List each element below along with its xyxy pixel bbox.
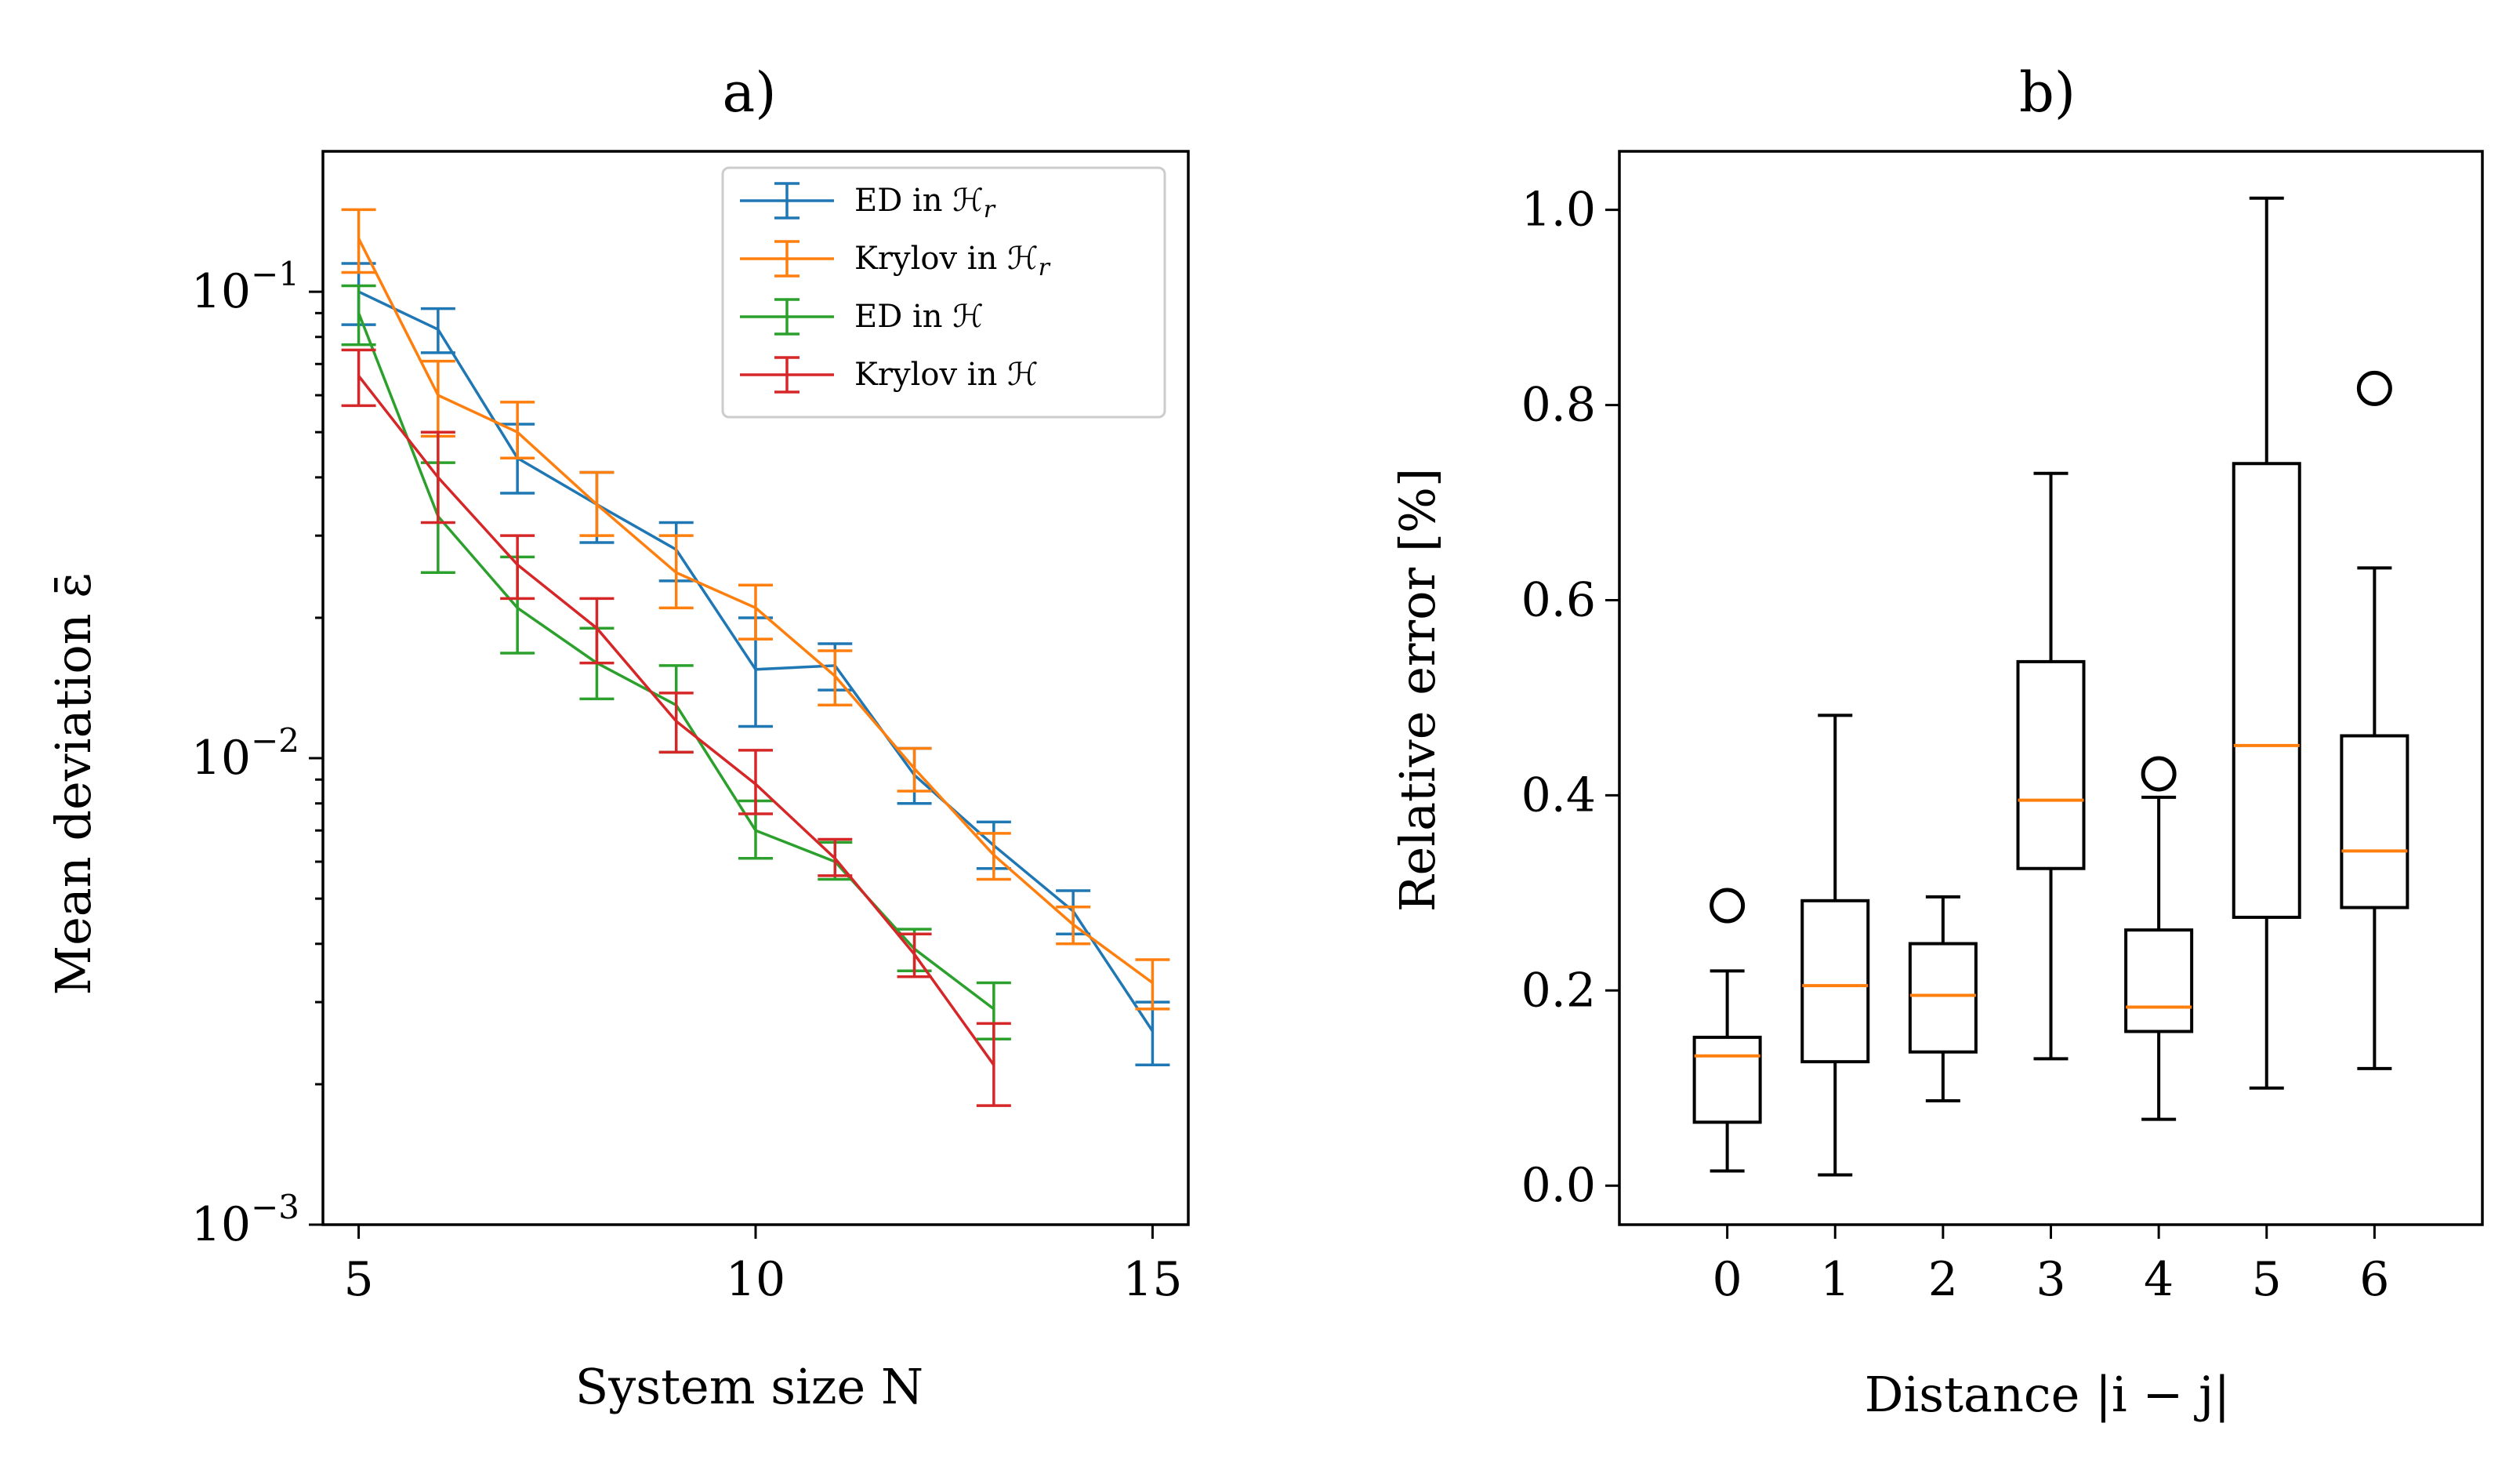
box-2 <box>1908 895 1978 1102</box>
panel-a-y-label: Mean deviation ε̄ <box>45 573 102 996</box>
error-bar <box>341 348 376 408</box>
error-bar <box>579 597 615 665</box>
error-bar <box>976 1022 1011 1107</box>
error-bar <box>420 307 455 354</box>
error-bar <box>341 284 376 347</box>
box-iqr <box>1908 942 1978 1054</box>
panel-b-y-label: Relative error [%] <box>1389 468 1446 912</box>
box-iqr <box>2232 462 2301 919</box>
legend-entry: ED in ℋ <box>740 298 984 336</box>
panel-b-x-label: Distance |i − j| <box>1865 1366 2230 1423</box>
x-tick-label: 2 <box>1928 1252 1958 1307</box>
error-bar <box>1135 958 1170 1011</box>
panel-a-plot-area <box>321 150 1190 1226</box>
error-bar <box>738 749 773 815</box>
y-tick-label: 0.8 <box>1521 378 1596 433</box>
error-bar <box>976 832 1011 881</box>
box-iqr <box>1692 1036 1762 1124</box>
panel-b-y-ticks: 0.0 0.2 0.4 0.6 0.8 1.0 <box>1521 183 1619 1213</box>
box-iqr <box>2124 928 2194 1033</box>
error-bar <box>341 208 376 274</box>
legend-box <box>721 166 1166 419</box>
x-tick-label: 1 <box>1820 1252 1850 1307</box>
x-tick-label: 5 <box>343 1252 373 1307</box>
panel-b-x-ticks: 0 1 2 3 4 5 6 <box>1713 1225 2389 1307</box>
y-tick-label: 0.2 <box>1521 963 1596 1018</box>
box-3 <box>2016 471 2086 1061</box>
y-tick-label: 0.4 <box>1521 768 1596 822</box>
series-3 <box>341 348 1011 1107</box>
box-iqr <box>1800 899 1870 1064</box>
x-tick-label: 3 <box>2036 1252 2065 1307</box>
outlier <box>1710 888 1746 924</box>
panel-a-y-ticks: 10−1 10−2 10−3 <box>191 255 323 1252</box>
x-tick-label: 10 <box>726 1252 785 1307</box>
box-iqr <box>2340 734 2409 909</box>
legend-label: ED in ℋ <box>854 299 984 335</box>
legend-entry: ED in ℋr <box>740 182 996 223</box>
box-1 <box>1800 713 1870 1177</box>
error-bar <box>658 692 694 754</box>
series-1 <box>341 208 1170 1011</box>
legend-label: Krylov in ℋ <box>854 357 1039 393</box>
panel-a: a) 5 10 15 10−1 10−2 10−3 System size N Mean… <box>45 60 1190 1415</box>
error-bar <box>579 470 615 537</box>
panel-b-title: b) <box>2019 60 2076 125</box>
legend-entry: Krylov in ℋr <box>740 240 1051 281</box>
error-bar <box>818 649 853 707</box>
y-tick-label: 10−2 <box>191 721 299 786</box>
error-bar <box>897 746 932 793</box>
legend-entry: Krylov in ℋ <box>740 356 1039 394</box>
error-bar <box>818 837 853 877</box>
panel-b-frame <box>1618 150 2484 1226</box>
y-tick-label: 10−1 <box>191 255 299 319</box>
x-tick-label: 0 <box>1713 1252 1742 1307</box>
x-tick-label: 15 <box>1122 1252 1182 1307</box>
panel-a-x-label: System size N <box>575 1358 923 1415</box>
box-5 <box>2232 196 2301 1090</box>
y-tick-label: 10−3 <box>191 1188 299 1252</box>
error-bar <box>500 401 535 459</box>
box-6 <box>2340 370 2409 1070</box>
x-tick-label: 6 <box>2359 1252 2389 1307</box>
outlier <box>2356 370 2392 406</box>
error-bar <box>500 534 535 601</box>
y-tick-label: 1.0 <box>1521 183 1596 238</box>
panel-b-plot-area <box>1618 150 2484 1226</box>
legend-label: Krylov in ℋr <box>854 241 1051 281</box>
legend-label: ED in ℋr <box>854 183 996 223</box>
panel-a-legend: ED in ℋr Krylov in ℋr ED in ℋ Krylov in ℋ <box>721 166 1166 419</box>
box-iqr <box>2016 659 2086 870</box>
panel-a-x-ticks: 5 10 15 <box>343 1225 1183 1307</box>
x-tick-label: 4 <box>2144 1252 2174 1307</box>
error-bar <box>658 534 694 610</box>
box-0 <box>1692 888 1762 1173</box>
error-bar <box>738 583 773 641</box>
panel-a-title: a) <box>722 60 776 125</box>
x-tick-label: 5 <box>2252 1252 2282 1307</box>
y-tick-label: 0.6 <box>1521 572 1596 627</box>
panel-b: b) 0 1 2 3 4 5 6 0.0 0.2 0.4 0.6 0.8 1.0 Distance |… <box>1389 60 2484 1423</box>
outlier <box>2141 756 2177 792</box>
error-bar <box>420 430 455 525</box>
error-bar <box>1056 905 1091 946</box>
y-tick-label: 0.0 <box>1521 1158 1596 1213</box>
error-bar <box>897 932 932 978</box>
box-4 <box>2124 756 2194 1121</box>
